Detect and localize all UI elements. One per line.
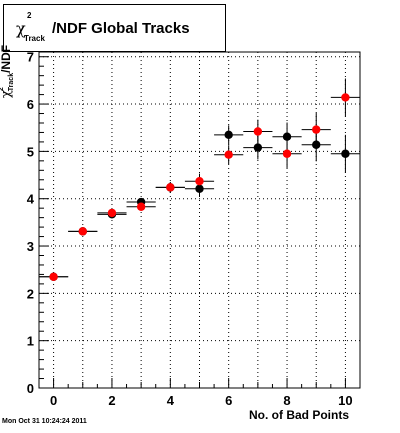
x-tick-label: 8 <box>283 393 290 408</box>
data-point-series-1 <box>224 130 233 140</box>
y-tick-label: 2 <box>27 286 34 301</box>
y-tick-label: 6 <box>27 97 34 112</box>
data-point-series-2 <box>136 202 146 211</box>
x-tick-label: 0 <box>50 393 57 408</box>
data-point-series-2 <box>107 208 117 218</box>
data-point-series-2 <box>253 127 263 136</box>
title-superscript: 2 <box>27 11 32 20</box>
title-subscript: Track <box>24 34 45 43</box>
y-tick-label: 4 <box>27 192 35 207</box>
x-tick-label: 10 <box>338 393 352 408</box>
data-point-series-2 <box>195 176 204 186</box>
data-point-series-2 <box>224 150 233 159</box>
data-point-series-2 <box>49 272 58 281</box>
title-chi: χ <box>16 19 26 38</box>
x-tick-label: 6 <box>225 393 232 408</box>
ylabel-subscript: Track <box>8 72 15 92</box>
x-tick-label: 2 <box>108 393 115 408</box>
ylabel-chi: χ <box>0 90 14 98</box>
data-point-series-1 <box>282 132 292 141</box>
data-point-series-2 <box>312 125 321 134</box>
data-points <box>49 93 350 281</box>
ylabel-superscript: 2 <box>0 87 5 91</box>
y-tick-label: 0 <box>27 381 34 396</box>
data-point-series-2 <box>166 183 175 192</box>
title-text: /NDF Global Tracks <box>52 20 190 37</box>
y-tick-label: 7 <box>27 50 34 65</box>
plot-title: χ 2 Track /NDF Global Tracks <box>3 4 226 52</box>
data-point-series-2 <box>78 227 87 236</box>
data-point-series-1 <box>253 143 263 152</box>
data-point-series-1 <box>312 140 321 149</box>
data-point-series-2 <box>341 93 350 102</box>
y-tick-label: 3 <box>27 239 34 254</box>
x-tick-label: 4 <box>167 393 175 408</box>
datestamp: Mon Oct 31 10:24:24 2011 <box>2 418 87 425</box>
data-point-series-1 <box>341 149 350 158</box>
data-point-series-1 <box>195 184 204 193</box>
y-tick-label: 1 <box>27 334 34 349</box>
x-axis-label: No. of Bad Points <box>249 408 349 422</box>
grid-lines <box>39 52 360 388</box>
y-tick-label: 5 <box>27 144 34 159</box>
ylabel-text: /NDF <box>0 44 13 73</box>
axes: 0 2 4 6 8 10 0 1 2 3 4 5 6 7 <box>27 50 361 408</box>
data-point-series-2 <box>282 149 292 158</box>
